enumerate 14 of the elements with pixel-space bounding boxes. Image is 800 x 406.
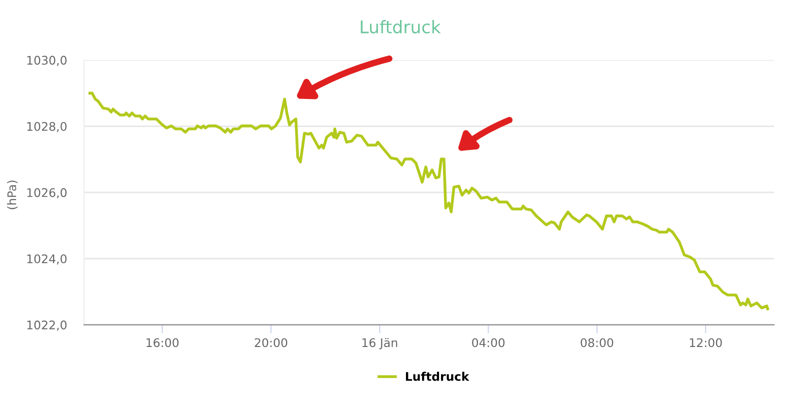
y-axis-title: (hPa) [7, 180, 18, 210]
x-tick-label: 16:00 [146, 338, 179, 348]
y-tick-label: 1028,0 [27, 122, 67, 132]
x-tick-label: 12:00 [690, 338, 722, 348]
y-tick-label: 1022,0 [27, 320, 67, 331]
x-tick-label: 08:00 [580, 338, 614, 348]
y-tick-label: 1026,0 [27, 188, 67, 198]
chart-title: Luftdruck [360, 20, 441, 34]
y-tick-label: 1024,0 [27, 254, 67, 264]
y-tick-label: 1030,0 [27, 56, 67, 66]
x-tick-label: 20:00 [254, 338, 288, 348]
legend-label: Luftdruck [406, 372, 470, 381]
x-tick-label: 04:00 [472, 338, 505, 348]
x-tick-label: 16 Jän [362, 338, 398, 350]
